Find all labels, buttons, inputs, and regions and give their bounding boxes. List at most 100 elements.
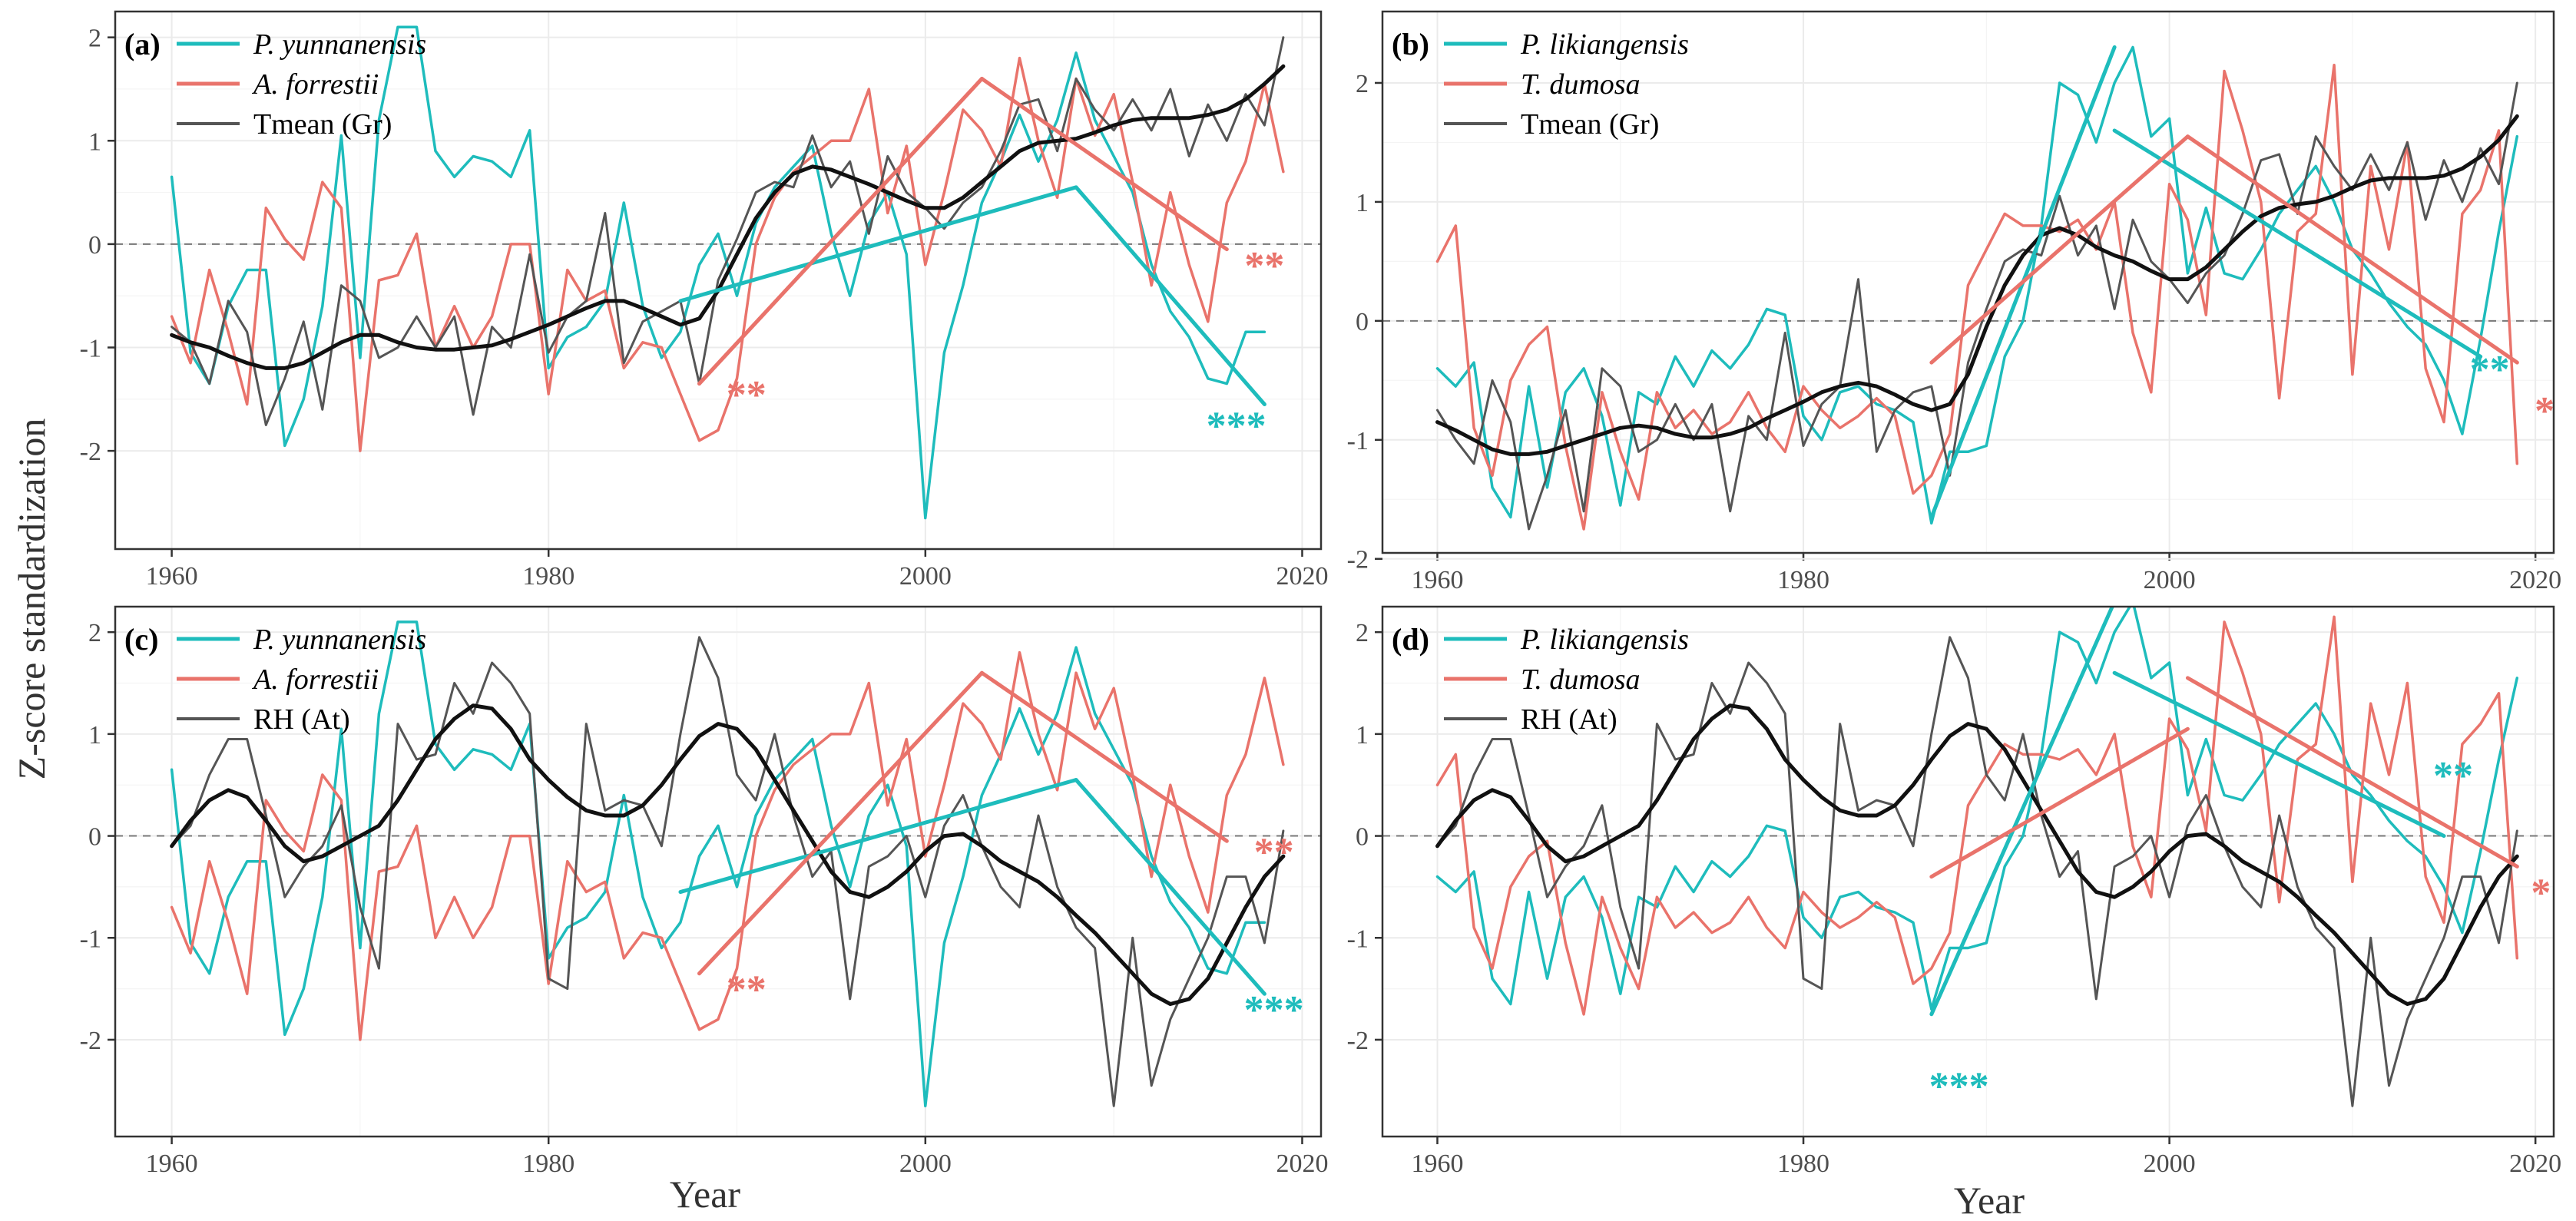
- panel-d-significance-mark: **: [2433, 754, 2473, 798]
- panel-d-trend-line: [1929, 726, 2190, 879]
- panel-b-species1-line: [1435, 45, 2519, 525]
- panel-a-label: (a): [124, 27, 161, 61]
- panel-a-x-tick-label: 1980: [522, 562, 574, 591]
- panel-c-legend-label-3: RH (At): [253, 703, 350, 736]
- panel-c-y-tick-label: 1: [88, 721, 101, 749]
- panel-d-trend-line: [1929, 607, 2114, 1017]
- panel-a-significance-mark: **: [727, 373, 767, 417]
- panel-d-species1-line: [1435, 607, 2519, 1011]
- panel-a-significance-mark: **: [1244, 244, 1284, 288]
- panel-a-species2-line: [170, 56, 1285, 452]
- panel-d-significance-mark: ***: [1929, 1065, 1989, 1109]
- panel-a-species1-line: [170, 25, 1266, 520]
- panel-a-legend-label-3: Tmean (Gr): [253, 108, 392, 141]
- panel-d-x-tick-label: 1980: [1777, 1150, 1829, 1178]
- panel-d-y-tick-label: -1: [1347, 925, 1369, 953]
- panel-c-trend-line: [678, 778, 1078, 895]
- panel-d-trend-line: [2185, 676, 2519, 869]
- panel-a-climate-line: [171, 36, 1285, 426]
- panel-d-y-tick-label: -2: [1347, 1027, 1369, 1055]
- panel-b-x-tick-label: 1960: [1411, 566, 1463, 594]
- panel-b-legend-label-3: Tmean (Gr): [1521, 108, 1659, 141]
- panel-a-climate-smooth-line: [170, 64, 1286, 370]
- panel-a-trend-line: [979, 77, 1229, 252]
- panel-c-legend-label-1: P. yunnanensis: [253, 624, 426, 656]
- panel-d-y-tick-label: 1: [1356, 721, 1369, 749]
- panel-c-x-tick-label: 2020: [1276, 1150, 1328, 1178]
- panel-b-significance-mark: *: [2535, 389, 2554, 433]
- panel-c-significance-mark: **: [727, 968, 767, 1012]
- panel-d-significance-mark: *: [2531, 872, 2551, 915]
- panel-d-legend-label-1: P. likiangensis: [1520, 624, 1689, 656]
- panel-a-border: [114, 10, 1323, 551]
- panel-b-x-tick-label: 1980: [1777, 566, 1829, 594]
- panel-d-legend-label-2: T. dumosa: [1521, 663, 1641, 696]
- panel-a-significance-mark: ***: [1207, 404, 1266, 448]
- panel-d-y-tick-label: 0: [1356, 823, 1369, 852]
- panel-c-significance-mark: **: [1254, 830, 1294, 874]
- panel-c-y-tick-label: 2: [88, 619, 101, 647]
- panel-b-trend-line: [2185, 134, 2519, 365]
- panel-a-x-tick-label: 1960: [146, 562, 198, 591]
- panel-a-trend-line: [697, 77, 984, 386]
- panel-c-label: (c): [124, 622, 158, 657]
- panel-b-x-tick-label: 2000: [2144, 566, 2196, 594]
- panel-b-significance-mark: **: [2470, 348, 2510, 392]
- panel-a-x-tick-label: 2000: [899, 562, 952, 591]
- panel-d-legend-label-3: RH (At): [1521, 703, 1617, 736]
- panel-c-y-tick-label: 0: [88, 823, 101, 852]
- panel-c-significance-mark: ***: [1244, 988, 1304, 1032]
- panel-d-x-tick-label: 2020: [2509, 1150, 2561, 1178]
- panel-a-trend-line: [1074, 185, 1266, 407]
- panel-d-x-tick-label: 2000: [2144, 1150, 2196, 1178]
- panel-d-x-tick-label: 1960: [1411, 1150, 1463, 1178]
- panel-a-y-tick-label: 1: [88, 127, 101, 156]
- panel-c-x-tick-label: 2000: [899, 1150, 952, 1178]
- panel-b-y-tick-label: -1: [1347, 427, 1369, 455]
- panel-b-label: (b): [1392, 27, 1429, 61]
- panel-d-climate-smooth-line: [1435, 703, 2519, 1006]
- panel-c-trend-line: [979, 670, 1229, 843]
- x-axis-title-right: Year: [1954, 1179, 2025, 1221]
- panel-b-climate-line: [1436, 81, 2518, 531]
- panel-b-y-tick-label: 1: [1356, 189, 1369, 217]
- panel-c-x-tick-label: 1960: [146, 1150, 198, 1178]
- panel-c-legend-label-2: A. forrestii: [251, 663, 379, 696]
- panel-b-data: ******: [1435, 45, 2554, 531]
- panel-c-y-tick-label: -1: [80, 925, 101, 953]
- panel-a-y-tick-label: -1: [80, 335, 101, 363]
- panel-b-climate-smooth-line: [1435, 114, 2519, 456]
- panel-c-species2-line: [170, 650, 1285, 1041]
- panel-c-y-tick-label: -2: [80, 1027, 101, 1055]
- panel-b-species2-line: [1435, 63, 2519, 531]
- panel-b-legend-label-2: T. dumosa: [1521, 68, 1641, 101]
- panel-d-y-tick-label: 2: [1356, 619, 1369, 647]
- panel-a-legend-label-1: P. yunnanensis: [253, 28, 426, 61]
- panel-d-trend-line: [2112, 670, 2446, 839]
- panel-d-species2-line: [1435, 615, 2519, 1016]
- panel-c-x-tick-label: 1980: [522, 1150, 574, 1178]
- panel-a-x-tick-label: 2020: [1276, 562, 1328, 591]
- panel-d-border: [1381, 605, 2555, 1138]
- panel-d-data: ******: [1435, 607, 2551, 1109]
- panel-c-data: ** *****: [170, 620, 1304, 1107]
- panel-c-trend-line: [1074, 778, 1266, 996]
- panel-a-trend-line: [678, 185, 1078, 303]
- panel-b-x-tick-label: 2020: [2509, 566, 2561, 594]
- panel-b-y-tick-label: 0: [1356, 308, 1369, 336]
- panel-b-y-tick-label: 2: [1356, 70, 1369, 98]
- y-axis-title: Z-score standardization: [10, 419, 53, 780]
- panel-c-climate-smooth-line: [170, 703, 1286, 1006]
- panel-b-trend-line: [2112, 128, 2483, 359]
- x-axis-title-left: Year: [670, 1173, 740, 1216]
- panel-b-y-tick-label: -2: [1347, 546, 1369, 574]
- panel-c-trend-line: [697, 670, 984, 976]
- panel-d-label: (d): [1392, 622, 1429, 657]
- panel-b-trend-line: [1929, 134, 2190, 365]
- panel-a-y-tick-label: 2: [88, 25, 101, 53]
